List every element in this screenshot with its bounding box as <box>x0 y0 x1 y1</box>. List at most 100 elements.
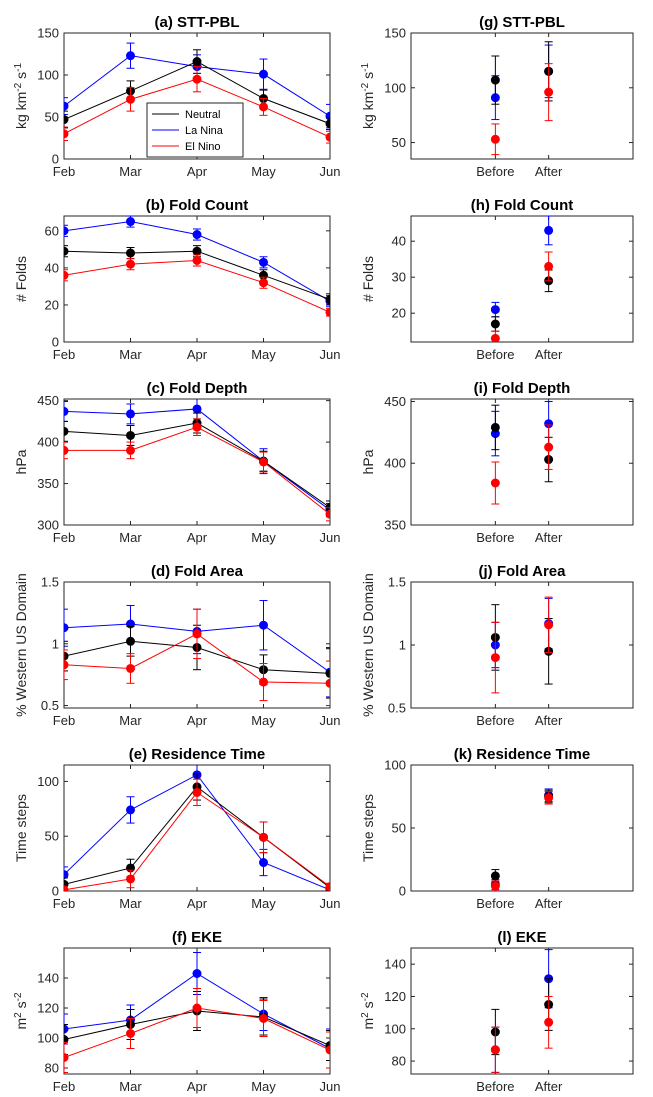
x-tick-label: After <box>535 713 563 728</box>
y-tick-label: 1 <box>52 636 59 651</box>
ylabel-text: s <box>360 72 376 83</box>
y-axis-label: kg km-2 s-1 <box>360 63 377 129</box>
x-tick-label: Jun <box>320 347 341 362</box>
data-point <box>544 261 554 271</box>
y-tick-label: 150 <box>37 26 59 41</box>
ylabel-text: s <box>13 72 29 83</box>
data-point <box>325 307 330 317</box>
ylabel-exponent: -2 <box>13 82 24 91</box>
data-point <box>259 102 268 112</box>
data-point <box>126 663 135 673</box>
x-tick-label: Feb <box>53 1079 75 1094</box>
data-point <box>64 1024 69 1034</box>
data-point <box>192 629 202 639</box>
x-tick-label: Feb <box>53 713 75 728</box>
y-axis-label: Time steps <box>13 794 29 862</box>
x-tick-label: Apr <box>187 347 208 362</box>
series-el-nino <box>64 778 330 891</box>
data-point <box>126 217 135 227</box>
data-point <box>325 678 330 688</box>
data-point <box>259 620 268 630</box>
data-point <box>490 881 500 891</box>
panel-d: 0.5 1 1.5 Feb Mar Apr May Jun (d) Fold Area % Wes… <box>13 563 340 728</box>
y-tick-label: 0 <box>52 335 59 350</box>
y-axis-label: kg km-2 s-1 <box>13 63 30 129</box>
data-point <box>64 651 69 661</box>
axes-box <box>410 764 634 892</box>
y-axis-label: m2 s-2 <box>360 992 377 1029</box>
x-tick-label: Before <box>476 1079 514 1094</box>
y-tick-label: 0 <box>399 884 406 899</box>
ylabel-exponent: -2 <box>360 992 371 1001</box>
data-point <box>64 270 69 280</box>
y-tick-label: 140 <box>384 957 406 972</box>
data-point <box>259 278 268 288</box>
y-axis-label: hPa <box>13 449 29 474</box>
panel-title: (l) EKE <box>497 929 546 946</box>
plot-area <box>64 765 330 891</box>
series-el-nino <box>64 418 330 522</box>
data-point <box>490 75 500 85</box>
y-tick-label: 60 <box>45 223 59 238</box>
y-tick-label: 140 <box>37 971 59 986</box>
x-tick-label: Mar <box>119 896 142 911</box>
x-tick-label: Feb <box>53 347 75 362</box>
y-tick-label: 0 <box>52 152 59 167</box>
ylabel-text: hPa <box>360 449 376 474</box>
y-tick-label: 0.5 <box>388 701 406 716</box>
y-tick-label: 450 <box>37 393 59 408</box>
data-point <box>64 115 69 125</box>
y-axis-label: % Western US Domain <box>13 573 29 717</box>
x-tick-label: Before <box>476 713 514 728</box>
x-tick-label: Apr <box>187 713 208 728</box>
x-tick-label: After <box>535 896 563 911</box>
panel-k: 0 50 100 Before After (k) Residence Time Time … <box>360 746 634 911</box>
ylabel-text: # Folds <box>360 256 376 302</box>
x-tick-label: Feb <box>53 530 75 545</box>
series-el-nino <box>490 596 554 694</box>
ylabel-text: % Western US Domain <box>13 573 29 717</box>
x-tick-label: Feb <box>53 896 75 911</box>
x-tick-label: Jun <box>320 896 341 911</box>
plot-area <box>490 400 554 505</box>
y-axis-label: # Folds <box>360 256 376 302</box>
series-el-nino <box>64 254 330 317</box>
data-point <box>192 1003 202 1013</box>
y-tick-label: 40 <box>392 234 406 249</box>
axes-box <box>410 32 634 160</box>
y-tick-label: 50 <box>45 829 59 844</box>
panel-e: 0 50 100 Feb Mar Apr May Jun (e) Residence Time T… <box>13 746 340 911</box>
legend-label: Neutral <box>185 109 220 121</box>
x-tick-label: Mar <box>119 347 142 362</box>
panel-b: 0 20 40 60 Feb Mar Apr May Jun (b) Fold Count # Fo… <box>13 197 340 362</box>
ylabel-text: s <box>360 1001 376 1012</box>
y-tick-label: 400 <box>37 435 59 450</box>
y-tick-label: 1.5 <box>388 575 406 590</box>
series-el-nino <box>490 790 554 891</box>
y-axis-label: % Western US Domain <box>360 573 376 717</box>
ylabel-text: kg km <box>360 92 376 129</box>
data-point <box>192 255 202 265</box>
panel-title: (c) Fold Depth <box>147 380 248 397</box>
data-point <box>259 677 268 687</box>
data-point <box>64 870 69 880</box>
data-point <box>64 129 69 139</box>
y-tick-label: 80 <box>392 1054 406 1069</box>
y-tick-label: 50 <box>45 110 59 125</box>
data-point <box>259 1014 268 1023</box>
panel-title: (e) Residence Time <box>129 746 265 763</box>
panel-c: 300 350 400 450 Feb Mar Apr May Jun (c) Fold Dept… <box>13 380 340 545</box>
ylabel-text: Time steps <box>13 794 29 862</box>
x-tick-label: May <box>251 530 276 545</box>
data-point <box>490 305 500 315</box>
y-tick-label: 100 <box>384 1021 406 1036</box>
data-point <box>325 509 330 519</box>
x-tick-label: Jun <box>320 164 341 179</box>
ylabel-text: kg km <box>13 92 29 129</box>
ylabel-exponent: 2 <box>360 1012 371 1018</box>
series-el-nino <box>490 424 554 505</box>
ylabel-text: % Western US Domain <box>360 573 376 717</box>
data-point <box>64 660 69 670</box>
plot-area <box>490 596 554 694</box>
y-tick-label: 0 <box>52 884 59 899</box>
